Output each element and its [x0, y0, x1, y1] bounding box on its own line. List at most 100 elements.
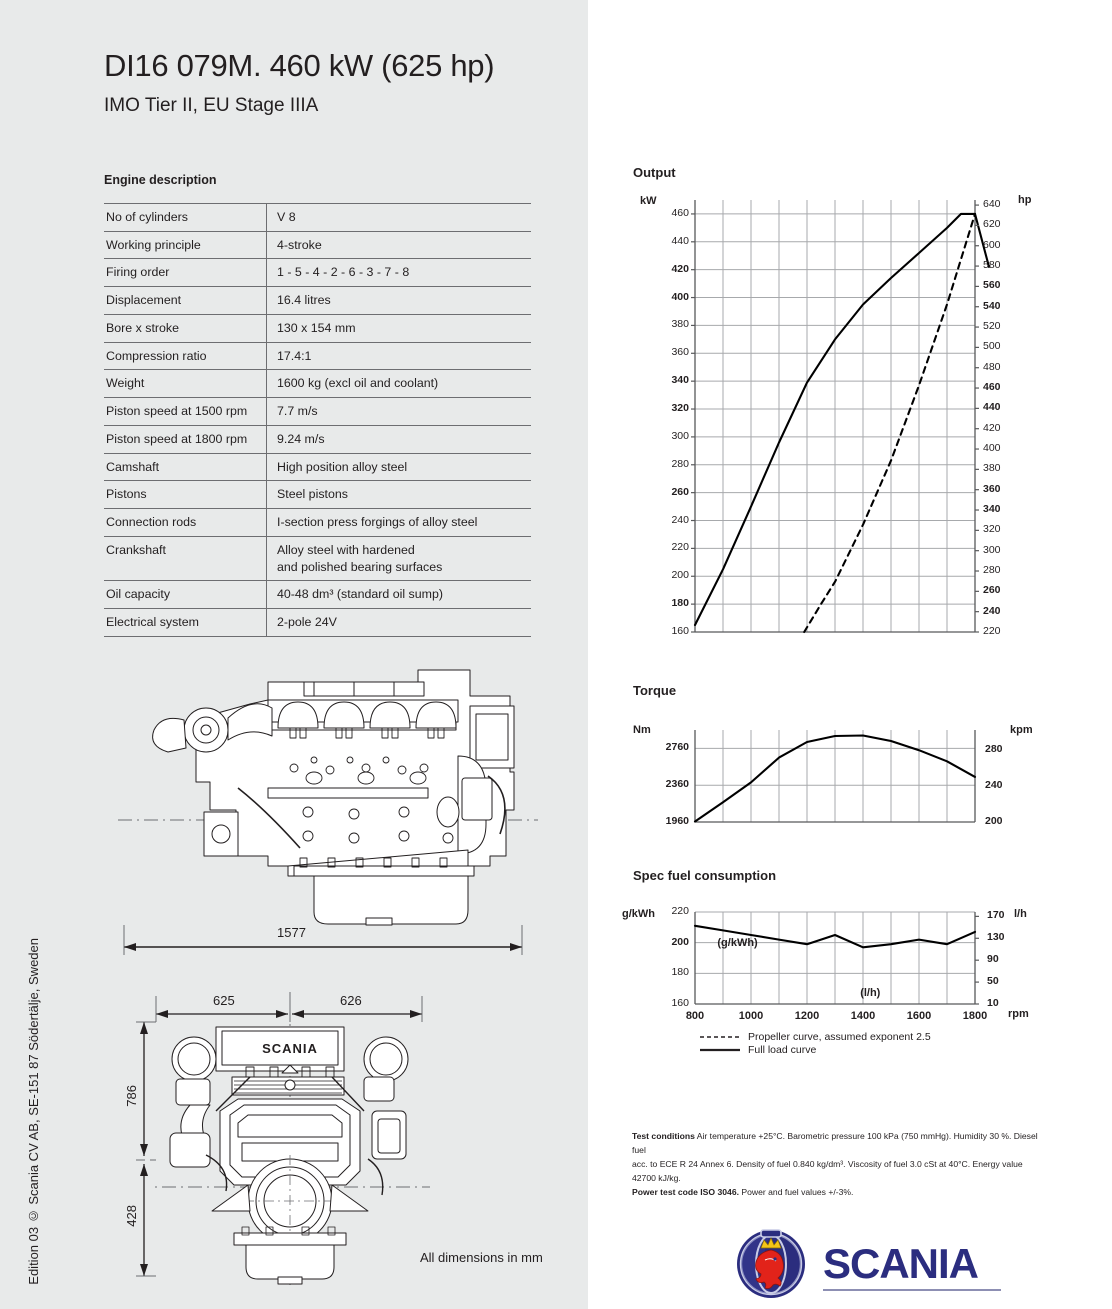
spec-key: Compression ratio: [106, 348, 207, 363]
page-title: DI16 079M. 460 kW (625 hp): [104, 48, 495, 83]
table-row: Connection rods I-section press forgings …: [104, 508, 531, 537]
output-hp-tick: 280: [983, 564, 1001, 576]
torque-kpm-tick: 280: [985, 742, 1003, 755]
spec-key: No of cylinders: [106, 210, 188, 224]
spec-value: 1 - 5 - 4 - 2 - 6 - 3 - 7 - 8: [266, 258, 531, 287]
legend-label-full-load: Full load curve: [748, 1043, 817, 1056]
table-row: Firing order 1 - 5 - 4 - 2 - 6 - 3 - 7 - …: [104, 258, 531, 287]
table-row: Pistons Steel pistons: [104, 480, 531, 509]
engine-front-view-drawing: SCANIA: [110, 1005, 470, 1295]
output-kw-tick: 260: [671, 485, 689, 498]
fuel-rpm-tick: 1400: [850, 1010, 876, 1022]
spec-value: V 8: [266, 203, 531, 232]
table-row: Crankshaft Alloy steel with hardened and p…: [104, 536, 531, 581]
spec-value: I-section press forgings of alloy steel: [266, 508, 531, 537]
output-chart: [633, 186, 1033, 646]
table-row: Camshaft High position alloy steel: [104, 453, 531, 481]
spec-key: Piston speed at 1800 rpm: [106, 431, 248, 446]
torque-kpm-tick: 240: [985, 778, 1003, 791]
output-kw-tick: 280: [671, 457, 689, 470]
output-hp-tick: 400: [983, 442, 1001, 455]
spec-value: 2-pole 24V: [266, 608, 531, 637]
fuel-rpm-tick: 1800: [962, 1010, 988, 1022]
output-kw-tick: 220: [671, 541, 689, 554]
fuel-gkwh-tick: 180: [671, 966, 689, 979]
output-kw-tick: 460: [671, 206, 689, 219]
output-kw-tick: 440: [671, 234, 689, 247]
output-chart-title: Output: [633, 165, 676, 180]
fuel-gkwh-curve-label: (g/kWh): [717, 936, 758, 949]
fuel-rpm-tick: 1200: [794, 1010, 820, 1022]
spec-value: Steel pistons: [266, 480, 531, 509]
spec-value: High position alloy steel: [266, 453, 531, 481]
output-hp-tick: 240: [983, 604, 1001, 617]
dimension-right-width-label: 626: [340, 993, 362, 1008]
spec-key: Oil capacity: [106, 587, 171, 602]
series-full-load-curve: [693, 212, 977, 627]
dimension-length-label: 1577: [277, 925, 306, 940]
scania-emblem-icon: [737, 1229, 805, 1298]
spec-key: Camshaft: [106, 459, 160, 474]
spec-key: Electrical system: [106, 615, 199, 630]
side-view-dimension-line: [123, 925, 523, 955]
fuel-chart: [633, 900, 1033, 1231]
output-kw-tick: 400: [671, 290, 689, 303]
spec-value: 40-48 dm³ (standard oil sump): [266, 580, 531, 609]
output-kw-tick: 180: [671, 597, 689, 610]
output-y2-unit: hp: [1018, 194, 1032, 206]
spec-value: 4-stroke: [266, 231, 531, 259]
notes-line1-bold: Test conditions: [632, 1131, 695, 1141]
output-hp-tick: 220: [983, 625, 1001, 637]
front-view-height-dimensions: [136, 1021, 156, 1277]
torque-chart-title: Torque: [633, 683, 677, 698]
torque-nm-tick: 2360: [665, 778, 689, 791]
spec-key: Piston speed at 1500 rpm: [106, 404, 248, 419]
fuel-lh-tick: 50: [987, 975, 999, 988]
table-row: Piston speed at 1500 rpm 7.7 m/s: [104, 397, 531, 426]
fuel-y2-unit: l/h: [1014, 908, 1027, 920]
output-hp-tick: 300: [983, 543, 1001, 556]
legend-item-full-load: Full load curve: [700, 1043, 931, 1056]
output-hp-tick: 600: [983, 238, 1001, 251]
series-full-load-curve-overrun: [973, 212, 991, 268]
spec-key: Firing order: [106, 265, 170, 280]
notes-line3: Power and fuel values +/-3%.: [739, 1186, 854, 1197]
output-kw-tick: 340: [671, 374, 689, 387]
output-kw-tick: 380: [671, 318, 689, 331]
spec-key: Weight: [106, 376, 145, 391]
torque-nm-tick: 1960: [665, 815, 689, 827]
scania-wordmark: SCANIA: [823, 1240, 979, 1287]
spec-value: 130 x 154 mm: [266, 314, 531, 343]
series-propeller-curve-assumed-exponent-2-5: [803, 212, 977, 634]
output-hp-tick: 260: [983, 584, 1001, 597]
output-hp-tick: 460: [983, 381, 1001, 394]
fuel-lh-curve-label: (l/h): [860, 987, 881, 1000]
series--g-kwh-: [693, 924, 977, 949]
fuel-gkwh-tick: 220: [671, 905, 689, 917]
output-hp-tick: 520: [983, 320, 1001, 333]
engine-side-view-drawing: [118, 660, 538, 930]
output-hp-tick: 340: [983, 503, 1001, 516]
torque-y-unit: Nm: [633, 724, 651, 736]
table-row: Bore x stroke 130 x 154 mm: [104, 314, 531, 343]
output-hp-tick: 440: [983, 401, 1001, 414]
spec-key: Pistons: [106, 487, 147, 502]
output-hp-tick: 560: [983, 279, 1001, 292]
dashed-line-icon: [700, 1035, 740, 1038]
fuel-y-unit: g/kWh: [622, 908, 655, 920]
spec-key: Bore x stroke: [106, 320, 179, 335]
spec-value: 17.4:1: [266, 342, 531, 370]
torque-kpm-tick: 200: [985, 815, 1003, 827]
table-row: Compression ratio 17.4:1: [104, 342, 531, 370]
output-kw-tick: 200: [671, 569, 689, 582]
page-subtitle: IMO Tier II, EU Stage IIIA: [104, 95, 319, 116]
front-view-width-dimensions: [155, 992, 423, 1022]
output-hp-tick: 380: [983, 462, 1001, 475]
test-conditions-notes: Test conditions Air temperature +25°C. B…: [632, 1130, 1044, 1200]
dimension-height-upper-label: 786: [124, 1085, 139, 1107]
output-hp-tick: 360: [983, 482, 1001, 495]
table-row: Piston speed at 1800 rpm 9.24 m/s: [104, 425, 531, 454]
spec-key: Crankshaft: [106, 542, 166, 557]
output-hp-tick: 540: [983, 299, 1001, 312]
series-full-load-curve: [693, 734, 977, 823]
